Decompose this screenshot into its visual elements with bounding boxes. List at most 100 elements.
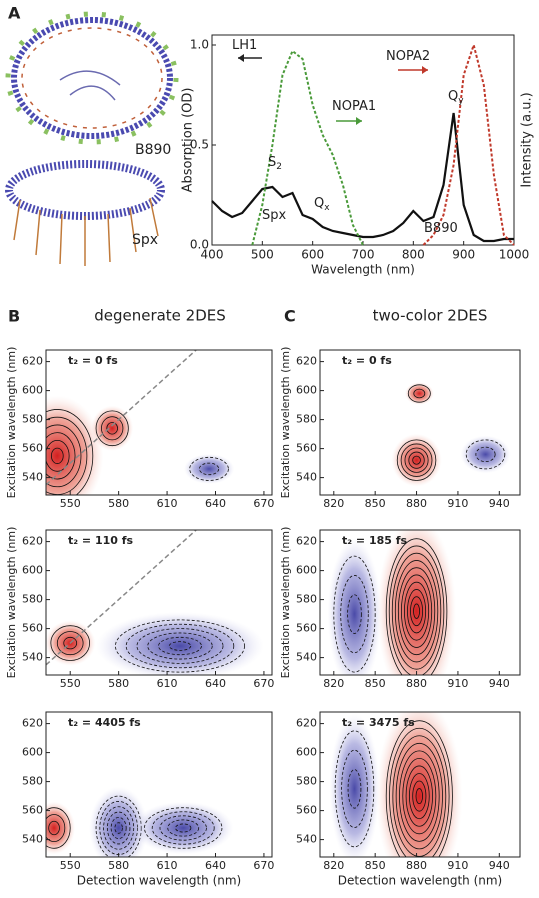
y-axis-label: Absorption (OD) [181, 88, 196, 193]
x-tick-label: 700 [352, 248, 375, 262]
y-tick-label: 600 [296, 384, 317, 397]
contour-panel: 550 580 610 640 670 540 560 580 600 620 t₂ = 4405 … [22, 711, 274, 888]
contour-fill [46, 395, 104, 495]
annotation: NOPA2 [386, 49, 430, 64]
plot-frame [211, 34, 515, 246]
contour-line [413, 388, 426, 399]
contour-line [168, 641, 192, 651]
x-tick-label: 850 [365, 677, 386, 690]
plot-frame [319, 529, 521, 676]
contour-line [400, 574, 433, 648]
y-tick-label: 0.0 [190, 238, 209, 252]
contour-field [46, 350, 235, 495]
contour-line [347, 769, 362, 809]
annotation-subscript: 2 [276, 162, 282, 172]
contour-line [95, 410, 129, 447]
annotation: NOPA1 [332, 99, 376, 114]
contour-line [475, 446, 496, 463]
contour-fill [329, 713, 380, 857]
contour-line [46, 439, 70, 472]
y-tick-label: 580 [22, 775, 43, 788]
contour-line [106, 811, 131, 845]
x-tick-label: 580 [108, 497, 129, 510]
x-tick-label: 670 [253, 677, 274, 690]
x-tick-label: 670 [253, 497, 274, 510]
t2-label: t₂ = 0 fs [68, 354, 118, 367]
contour-line [101, 416, 124, 441]
y-tick-label: 540 [22, 833, 43, 846]
annotation: Spx [262, 208, 287, 223]
contour-line [407, 384, 431, 403]
plot-frame [45, 711, 273, 858]
contour-line [167, 819, 200, 837]
diagonal [46, 530, 198, 666]
contour-line [106, 422, 118, 435]
y-axis-label: Excitation wavelength (nm) [5, 527, 18, 679]
x-tick-label: 940 [489, 677, 510, 690]
x-tick-label: 610 [157, 497, 178, 510]
y-tick-label: 600 [22, 384, 43, 397]
contour-fill [132, 801, 234, 855]
contour-line [402, 757, 437, 835]
contour-fill [96, 612, 264, 675]
contour-line [189, 456, 229, 481]
contour-line [415, 788, 424, 805]
x-axis-label: Wavelength (nm) [311, 263, 415, 277]
x-axis-label: Detection wavelength (nm) [338, 874, 502, 888]
annotation-text: Q [448, 89, 458, 104]
x-tick-label: 610 [157, 677, 178, 690]
contour-line [147, 632, 213, 660]
arrow-head [238, 54, 244, 62]
contour-line [114, 822, 123, 834]
panel-label: B [8, 307, 20, 326]
contour-line [48, 820, 60, 836]
x-tick-label: 580 [108, 859, 129, 872]
x-tick-label: 880 [406, 859, 427, 872]
x-tick-label: 820 [323, 859, 344, 872]
contour-line [400, 443, 433, 477]
contour-line [385, 720, 453, 857]
y-tick-label: 600 [296, 746, 317, 759]
y-tick-label: 620 [296, 717, 317, 730]
x-tick-label: 820 [323, 497, 344, 510]
contour-line [50, 447, 64, 464]
contour-line [404, 447, 429, 473]
x-tick-label: 910 [447, 677, 468, 690]
x-tick-label: 550 [60, 859, 81, 872]
contour-line [408, 773, 430, 820]
x-tick-label: 820 [323, 677, 344, 690]
contour-field [391, 382, 511, 487]
contour-line [465, 439, 506, 470]
contour-line [347, 594, 362, 634]
x-tick-label: 640 [205, 497, 226, 510]
y-tick-label: 540 [296, 471, 317, 484]
contour-line [334, 730, 375, 848]
x-tick-label: 800 [402, 248, 425, 262]
contour-line [159, 815, 207, 841]
contour-line [125, 623, 235, 669]
y-tick-label: 540 [22, 471, 43, 484]
annotation-text: B890 [424, 221, 458, 236]
t2-label: t₂ = 0 fs [342, 354, 392, 367]
x-tick-label: 850 [365, 497, 386, 510]
structure-label: B890 [135, 142, 171, 158]
y-tick-label: 560 [296, 804, 317, 817]
spectrum-line [251, 49, 364, 246]
structure-label: Spx [132, 232, 158, 248]
arrow-head [356, 117, 362, 125]
contour-line [333, 555, 376, 673]
y-tick-label: 560 [22, 622, 43, 635]
contour-line [46, 409, 94, 495]
contour-line [341, 749, 368, 828]
contour-line [144, 807, 223, 849]
contour-line [63, 636, 78, 650]
y2-axis-label: Intensity (a.u.) [520, 92, 535, 187]
molecule-top [5, 11, 179, 145]
x-tick-label: 610 [157, 859, 178, 872]
contour-line [110, 816, 127, 840]
contour-line [413, 603, 420, 619]
diagonal [46, 350, 198, 486]
plot-frame [45, 349, 273, 496]
contour-line [340, 575, 369, 654]
contour-line [405, 765, 433, 827]
